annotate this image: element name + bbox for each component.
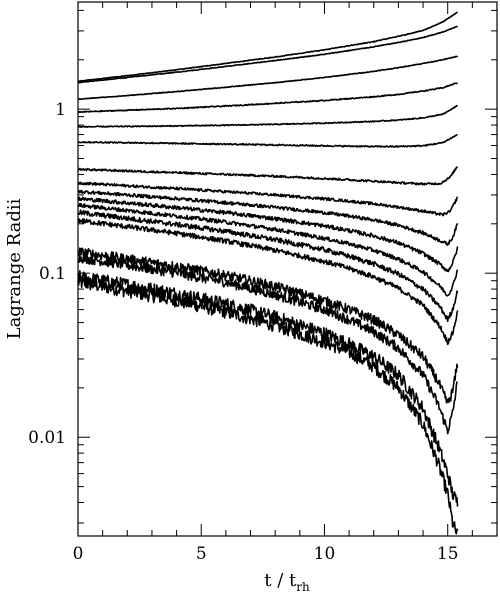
y-axis-ticks: 0.01 0.1 1 bbox=[28, 9, 497, 524]
lagrange-radius-curve-1 bbox=[77, 275, 459, 535]
lagrange-radius-curve-7 bbox=[77, 202, 459, 297]
x-axis-label-main: t / t bbox=[264, 570, 297, 591]
lagrange-radius-curve-9 bbox=[77, 189, 459, 246]
y-axis-label: Lagrange Radii bbox=[4, 198, 25, 339]
x-tick-label: 0 bbox=[73, 544, 84, 564]
series-curves bbox=[77, 11, 459, 535]
lagrange-radius-curve-17 bbox=[77, 11, 458, 83]
lagrange-radius-curve-3 bbox=[77, 253, 459, 435]
x-axis-label: t / trh bbox=[264, 570, 310, 594]
lagrange-radius-curve-8 bbox=[77, 196, 459, 273]
lagrange-radius-curve-5 bbox=[77, 218, 459, 346]
x-tick-label: 15 bbox=[437, 544, 459, 564]
y-tick-label: 1 bbox=[55, 100, 66, 120]
lagrange-radius-curve-15 bbox=[77, 55, 459, 101]
plot-frame bbox=[77, 1, 498, 537]
lagrange-radius-curve-16 bbox=[77, 25, 458, 84]
lagrange-radius-curve-4 bbox=[77, 247, 459, 404]
x-tick-label: 10 bbox=[314, 544, 336, 564]
y-tick-label: 0.1 bbox=[39, 264, 66, 284]
x-tick-label: 5 bbox=[196, 544, 207, 564]
x-axis-ticks: 0 5 10 15 bbox=[73, 2, 473, 564]
lagrange-radius-curve-12 bbox=[77, 134, 458, 148]
y-tick-label: 0.01 bbox=[28, 428, 66, 448]
x-axis-label-subscript: rh bbox=[296, 580, 310, 594]
lagrange-radius-curve-14 bbox=[77, 82, 459, 114]
lagrange-radius-curve-13 bbox=[77, 104, 458, 129]
lagrange-radius-curve-10 bbox=[77, 181, 459, 217]
lagrange-radius-curve-11 bbox=[77, 166, 459, 186]
lagrange-radius-curve-6 bbox=[77, 209, 459, 323]
lagrange-radius-curve-2 bbox=[77, 270, 459, 507]
